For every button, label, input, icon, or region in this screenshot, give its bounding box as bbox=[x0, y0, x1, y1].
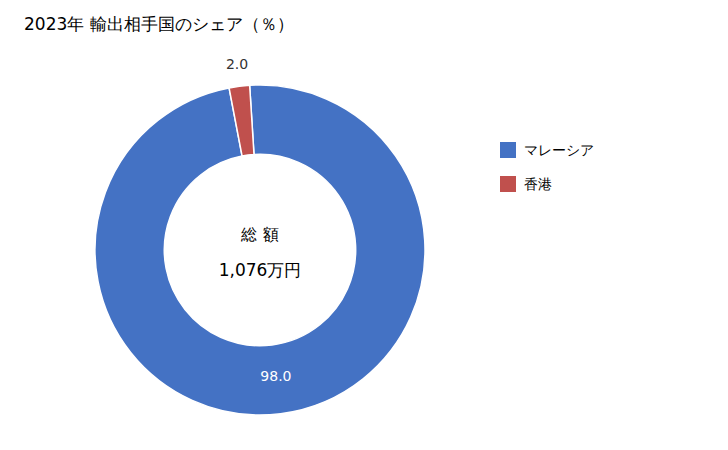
legend: マレーシア香港 bbox=[500, 142, 594, 192]
chart: 2023年 輸出相手国のシェア（％） 98.0 2.0 総 額 1,076万円 マレーシア… bbox=[0, 0, 728, 450]
legend-label: マレーシア bbox=[524, 142, 594, 158]
slice bbox=[229, 85, 254, 156]
legend-item: 香港 bbox=[500, 176, 552, 192]
legend-swatch bbox=[500, 142, 516, 158]
legend-swatch bbox=[500, 176, 516, 192]
donut: 98.0 2.0 総 額 1,076万円 bbox=[95, 56, 425, 415]
data-label: 2.0 bbox=[226, 56, 248, 72]
legend-item: マレーシア bbox=[500, 142, 594, 158]
center-text: 総 額 bbox=[240, 225, 278, 244]
title: 2023年 輸出相手国のシェア（％） bbox=[24, 14, 294, 34]
slice bbox=[95, 85, 425, 415]
legend-label: 香港 bbox=[524, 176, 552, 192]
center-text: 1,076万円 bbox=[219, 260, 302, 280]
data-label: 98.0 bbox=[260, 368, 291, 384]
